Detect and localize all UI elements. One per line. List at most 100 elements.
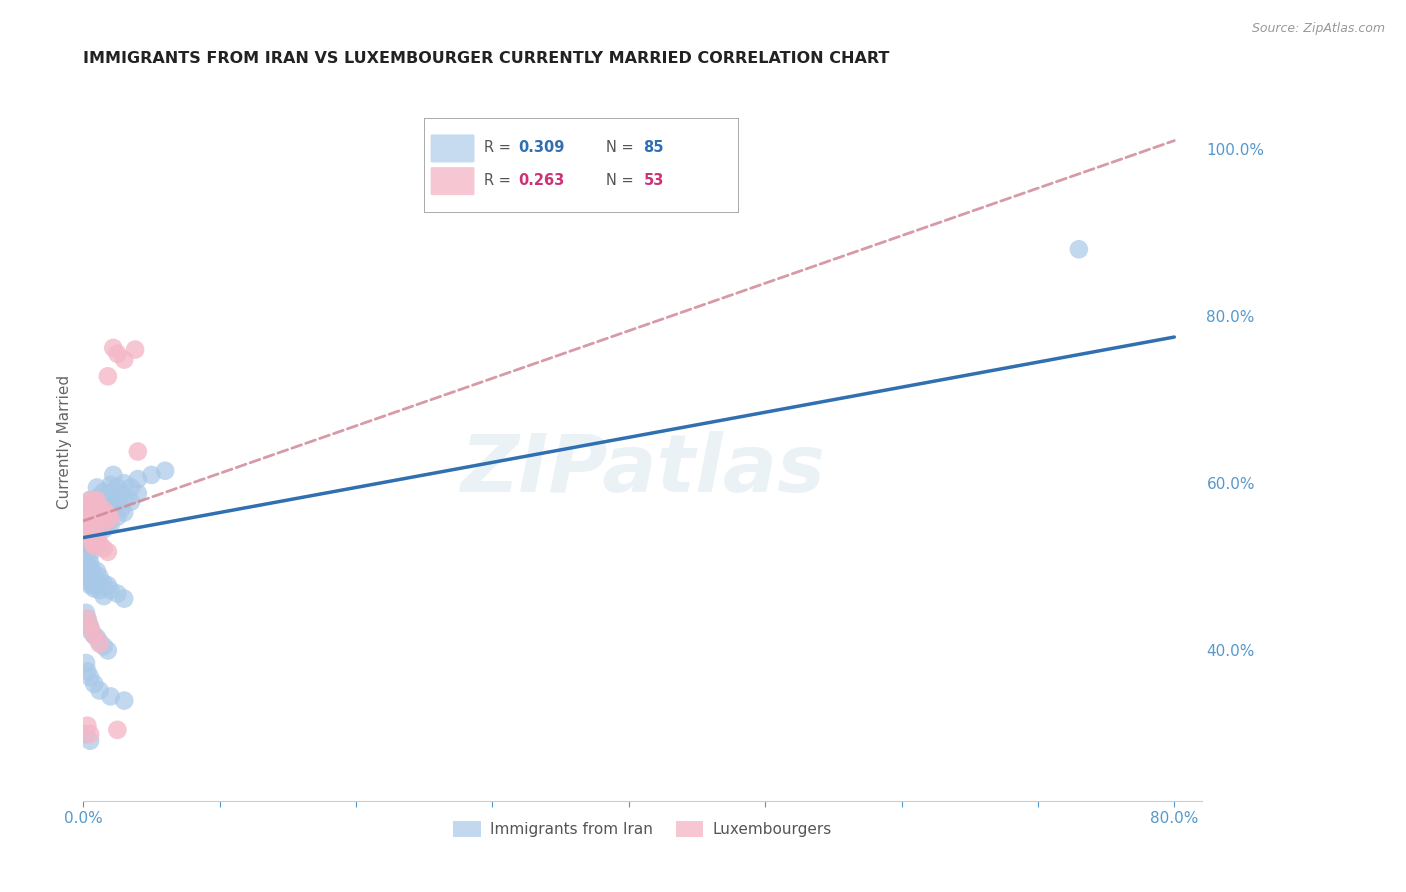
Point (91, 497, 114, 511)
Point (83, 497, 105, 511)
Point (93, 541, 115, 556)
Point (93, 484, 115, 499)
Point (103, 484, 125, 499)
Point (124, 343, 146, 357)
Point (77, 514, 100, 528)
Point (112, 476, 135, 491)
Point (80, 528, 103, 542)
Point (79, 556, 101, 570)
Point (112, 591, 135, 606)
Point (75, 551, 97, 566)
Point (93, 589, 115, 603)
Point (112, 491, 135, 506)
Point (83, 528, 105, 542)
Point (75, 531, 97, 545)
Point (77, 574, 100, 589)
Point (80, 625, 103, 640)
Point (83, 539, 105, 553)
Point (83, 518, 105, 533)
Point (83, 628, 105, 642)
Point (120, 494, 142, 508)
Point (79, 670, 101, 684)
Point (76, 518, 98, 533)
Point (79, 539, 101, 553)
Point (91, 520, 114, 534)
Point (127, 444, 149, 458)
Point (112, 506, 135, 520)
Point (83, 677, 105, 691)
Point (86, 503, 108, 517)
Point (79, 522, 101, 536)
Point (93, 497, 115, 511)
Point (84, 500, 107, 514)
Point (103, 467, 125, 482)
Point (89, 522, 111, 536)
Point (76, 534, 98, 549)
Point (86, 493, 108, 508)
Point (86, 506, 108, 520)
Point (83, 520, 105, 534)
Point (100, 478, 122, 492)
Point (86, 531, 108, 545)
Point (75, 727, 97, 741)
Point (93, 516, 115, 531)
Point (77, 506, 100, 520)
Point (76, 516, 98, 531)
Point (80, 573, 103, 587)
Point (105, 509, 128, 524)
Point (105, 347, 128, 361)
Point (80, 561, 103, 575)
Point (86, 480, 108, 494)
Point (76, 506, 98, 520)
Point (83, 539, 105, 553)
Point (76, 719, 98, 733)
Point (80, 531, 103, 545)
Point (105, 494, 128, 508)
Point (112, 693, 135, 707)
Point (83, 570, 105, 584)
Point (77, 500, 100, 514)
Point (76, 522, 98, 536)
Point (79, 620, 101, 634)
Point (82, 514, 104, 528)
Point (82, 511, 104, 525)
Point (79, 524, 101, 539)
Point (100, 511, 122, 525)
Point (80, 520, 103, 534)
Point (110, 486, 132, 500)
Point (112, 352, 135, 367)
Point (100, 583, 122, 598)
Point (77, 616, 100, 631)
Point (79, 514, 101, 528)
Point (79, 506, 101, 520)
Point (83, 628, 105, 642)
Point (141, 467, 163, 482)
Point (86, 631, 108, 645)
Point (100, 690, 122, 704)
Point (76, 612, 98, 626)
Point (82, 536, 104, 550)
Point (82, 566, 104, 581)
Point (79, 493, 101, 508)
Point (83, 494, 105, 508)
Point (100, 491, 122, 506)
Point (93, 640, 115, 654)
Point (127, 486, 149, 500)
Point (97, 578, 120, 592)
Point (77, 528, 100, 542)
Point (86, 514, 108, 528)
Point (80, 497, 103, 511)
Point (86, 493, 108, 508)
Point (86, 576, 108, 591)
Point (91, 508, 114, 522)
Point (120, 480, 142, 494)
Point (89, 683, 111, 698)
Point (93, 509, 115, 524)
Point (80, 509, 103, 524)
Point (97, 545, 120, 559)
Point (93, 576, 115, 591)
Point (79, 727, 101, 741)
Point (153, 464, 176, 478)
Point (76, 509, 98, 524)
Point (75, 656, 97, 670)
